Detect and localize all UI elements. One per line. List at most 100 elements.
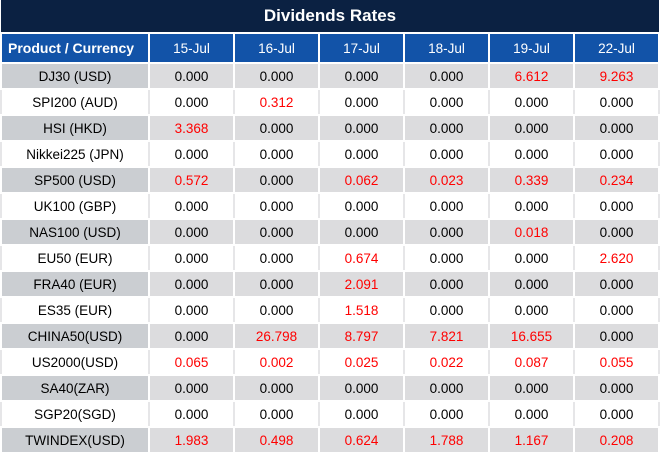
value-cell: 0.000 — [403, 114, 490, 142]
value-cell: 0.000 — [148, 374, 235, 402]
column-header-date: 18-Jul — [403, 32, 490, 64]
value-cell: 0.065 — [148, 348, 235, 376]
table-row: EU50 (EUR) 0.000 0.000 0.674 0.000 0.000 2.620 — [0, 244, 660, 272]
value-cell: 2.091 — [318, 270, 405, 298]
value-cell: 0.000 — [233, 166, 320, 194]
value-cell: 0.000 — [148, 140, 235, 168]
value-cell: 0.000 — [148, 62, 235, 90]
product-cell: UK100 (GBP) — [0, 192, 150, 220]
value-cell: 0.000 — [233, 218, 320, 246]
value-cell: 1.983 — [148, 426, 235, 452]
table-row: TWINDEX(USD) 1.983 0.498 0.624 1.788 1.167 0.2… — [0, 426, 660, 452]
value-cell: 0.000 — [233, 62, 320, 90]
page-title: Dividends Rates — [1, 0, 660, 33]
value-cell: 0.000 — [318, 88, 405, 116]
table-row: US2000(USD) 0.065 0.002 0.025 0.022 0.087 0.05… — [0, 348, 660, 376]
table-row: NAS100 (USD) 0.000 0.000 0.000 0.000 0.018 0.0… — [0, 218, 660, 246]
value-cell: 0.000 — [148, 270, 235, 298]
value-cell: 0.000 — [318, 192, 405, 220]
value-cell: 0.000 — [148, 192, 235, 220]
table-row: UK100 (GBP) 0.000 0.000 0.000 0.000 0.000 0.00… — [0, 192, 660, 220]
value-cell: 0.000 — [233, 114, 320, 142]
value-cell: 1.167 — [488, 426, 575, 452]
value-cell: 0.022 — [403, 348, 490, 376]
value-cell: 0.312 — [233, 88, 320, 116]
value-cell: 1.788 — [403, 426, 490, 452]
value-cell: 6.612 — [488, 62, 575, 90]
value-cell: 0.000 — [233, 400, 320, 428]
value-cell: 0.000 — [403, 88, 490, 116]
value-cell: 0.000 — [572, 140, 660, 168]
column-header-date: 22-Jul — [572, 32, 660, 64]
value-cell: 0.000 — [148, 296, 235, 324]
product-cell: SPI200 (AUD) — [0, 88, 150, 116]
value-cell: 0.000 — [148, 88, 235, 116]
product-cell: SP500 (USD) — [0, 166, 150, 194]
value-cell: 0.000 — [318, 114, 405, 142]
product-cell: ES35 (EUR) — [0, 296, 150, 324]
value-cell: 0.055 — [572, 348, 660, 376]
value-cell: 0.000 — [403, 374, 490, 402]
value-cell: 0.624 — [318, 426, 405, 452]
value-cell: 0.234 — [572, 166, 660, 194]
product-cell: CHINA50(USD) — [0, 322, 150, 350]
table-row: ES35 (EUR) 0.000 0.000 1.518 0.000 0.000 0.000 — [0, 296, 660, 324]
value-cell: 0.000 — [572, 218, 660, 246]
product-cell: DJ30 (USD) — [0, 62, 150, 90]
value-cell: 0.000 — [488, 140, 575, 168]
value-cell: 0.018 — [488, 218, 575, 246]
table-row: CHINA50(USD) 0.000 26.798 8.797 7.821 16.655 0… — [0, 322, 660, 350]
value-cell: 0.000 — [403, 140, 490, 168]
value-cell: 0.208 — [572, 426, 660, 452]
value-cell: 0.000 — [403, 296, 490, 324]
table-row: SPI200 (AUD) 0.000 0.312 0.000 0.000 0.000 0.0… — [0, 88, 660, 116]
value-cell: 0.000 — [233, 192, 320, 220]
value-cell: 0.674 — [318, 244, 405, 272]
table-row: SA40(ZAR) 0.000 0.000 0.000 0.000 0.000 0.000 — [0, 374, 660, 402]
value-cell: 0.000 — [572, 296, 660, 324]
value-cell: 0.000 — [488, 270, 575, 298]
value-cell: 8.797 — [318, 322, 405, 350]
product-cell: NAS100 (USD) — [0, 218, 150, 246]
value-cell: 0.000 — [403, 270, 490, 298]
value-cell: 0.000 — [572, 322, 660, 350]
value-cell: 9.263 — [572, 62, 660, 90]
value-cell: 0.000 — [148, 244, 235, 272]
value-cell: 16.655 — [488, 322, 575, 350]
value-cell: 7.821 — [403, 322, 490, 350]
value-cell: 3.368 — [148, 114, 235, 142]
value-cell: 0.000 — [318, 218, 405, 246]
value-cell: 0.000 — [148, 400, 235, 428]
product-cell: TWINDEX(USD) — [0, 426, 150, 452]
value-cell: 0.000 — [233, 140, 320, 168]
value-cell: 0.000 — [572, 88, 660, 116]
product-cell: HSI (HKD) — [0, 114, 150, 142]
value-cell: 0.000 — [572, 114, 660, 142]
product-cell: SGP20(SGD) — [0, 400, 150, 428]
table-row: Nikkei225 (JPN) 0.000 0.000 0.000 0.000 0.000… — [0, 140, 660, 168]
value-cell: 0.000 — [488, 192, 575, 220]
product-cell: Nikkei225 (JPN) — [0, 140, 150, 168]
value-cell: 0.002 — [233, 348, 320, 376]
value-cell: 0.498 — [233, 426, 320, 452]
table-row: SP500 (USD) 0.572 0.000 0.062 0.023 0.339 0.23… — [0, 166, 660, 194]
value-cell: 0.000 — [488, 88, 575, 116]
value-cell: 0.000 — [403, 400, 490, 428]
value-cell: 2.620 — [572, 244, 660, 272]
column-header-date: 15-Jul — [148, 32, 235, 64]
value-cell: 0.000 — [318, 374, 405, 402]
value-cell: 0.000 — [148, 322, 235, 350]
value-cell: 0.000 — [403, 218, 490, 246]
product-cell: FRA40 (EUR) — [0, 270, 150, 298]
value-cell: 0.025 — [318, 348, 405, 376]
column-header-date: 17-Jul — [318, 32, 405, 64]
value-cell: 0.000 — [233, 296, 320, 324]
value-cell: 0.000 — [488, 374, 575, 402]
value-cell: 0.339 — [488, 166, 575, 194]
column-header-product-currency: Product / Currency — [0, 32, 150, 64]
column-header-date: 16-Jul — [233, 32, 320, 64]
value-cell: 0.000 — [318, 400, 405, 428]
value-cell: 0.000 — [488, 400, 575, 428]
table-row: FRA40 (EUR) 0.000 0.000 2.091 0.000 0.000 0.00… — [0, 270, 660, 298]
column-header-date: 19-Jul — [488, 32, 575, 64]
